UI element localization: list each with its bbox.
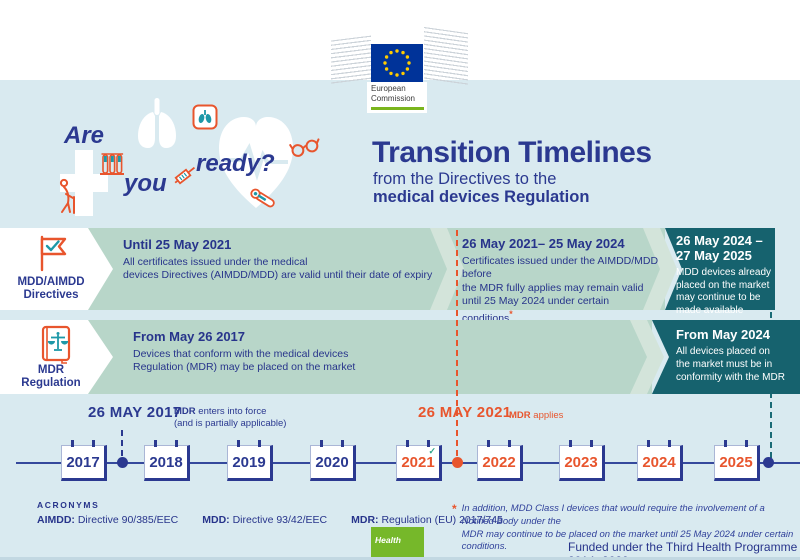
eu-flag-icon <box>371 44 423 82</box>
year-2017: 2017 <box>61 440 107 481</box>
acronyms-title: ACRONYMS <box>37 500 100 510</box>
bottom-strip <box>0 557 800 560</box>
year-2020: 2020 <box>310 440 356 481</box>
ec-logo-green-bar <box>371 107 424 110</box>
medical-cross-icon <box>60 150 108 216</box>
page-title: Transition Timelines <box>372 136 652 169</box>
footnote-marker-inline: * <box>509 308 513 319</box>
year-2019: 2019 <box>227 440 273 481</box>
thermometer-icon <box>246 182 282 221</box>
band1-seg3-body: MDD devices already placed on the market… <box>676 266 772 317</box>
annotation-2017-note: MDR enters into force (and is partially … <box>174 406 287 429</box>
page-subtitle-1: from the Directives to the <box>373 170 557 188</box>
footnote-text: In addition, MDD Class I devices that wo… <box>461 503 794 553</box>
band1-label: MDD/AIMDD Directives <box>17 276 85 302</box>
year-2023: 2023 <box>559 440 605 481</box>
flag-check-icon <box>32 232 72 279</box>
checkmark-icon: ✓ <box>428 446 436 456</box>
timeline-dot-2021 <box>452 457 463 468</box>
acronyms-block: ACRONYMS AIMDD: Directive 90/385/EEC MDD… <box>37 500 503 526</box>
year-2024: 2024 <box>637 440 683 481</box>
annotation-2021-date: 26 MAY 2021 <box>418 404 512 421</box>
band1-seg1-heading: Until 25 May 2021 <box>123 237 232 252</box>
band1-segment-3: 26 May 2024 – 27 May 2025 MDD devices al… <box>676 233 772 318</box>
annotation-2017-date: 26 MAY 2017 <box>88 404 182 421</box>
timeline-dot-2017 <box>117 457 128 468</box>
regulation-book-scales-icon <box>34 323 78 370</box>
band1-seg3-heading: 26 May 2024 – 27 May 2025 <box>676 233 763 263</box>
dashed-line-2021-marker <box>456 230 458 456</box>
footnote-asterisk: * <box>452 502 457 516</box>
acronym-item: AIMDD: Directive 90/385/EEC <box>37 514 179 526</box>
dashed-line-2017-marker <box>121 430 123 456</box>
annotation-2021-note: MDR applies <box>509 410 564 421</box>
hero-word-you: you <box>124 170 167 197</box>
glasses-icon <box>288 134 322 166</box>
band2-seg2-heading: From May 2024 <box>676 327 770 342</box>
syringe-icon <box>170 160 200 195</box>
band1-seg2-body: Certificates issued under the AIMDD/MDD … <box>462 254 659 325</box>
band-mdd-aimdd: MDD/AIMDD Directives Until 25 May 2021 A… <box>0 228 800 324</box>
heart-silhouette-icon <box>216 110 296 217</box>
timeline-dot-2025 <box>763 457 774 468</box>
ec-building-lines-right-icon <box>424 26 468 86</box>
footnote: * In addition, MDD Class I devices that … <box>452 503 797 554</box>
band1-segment-1: Until 25 May 2021 All certificates issue… <box>123 237 458 283</box>
band2-segment-1: From May 26 2017 Devices that conform wi… <box>133 329 433 375</box>
hero-word-are: Are <box>64 122 105 149</box>
test-tubes-icon <box>96 146 128 185</box>
band2-seg2-body: All devices placed on the market must be… <box>676 345 785 383</box>
year-2022: 2022 <box>477 440 523 481</box>
acronym-item: MDR: Regulation (EU) 2017/745 <box>351 514 503 526</box>
lungs-badge-icon <box>192 104 218 135</box>
year-2025: 2025 <box>714 440 760 481</box>
hero-word-ready: ready? <box>196 150 275 177</box>
band2-seg1-body: Devices that conform with the medical de… <box>133 347 356 374</box>
ec-building-lines-left-icon <box>331 35 371 85</box>
band1-segment-2: 26 May 2021– 25 May 2024 Certificates is… <box>462 236 662 326</box>
year-2021: 2021 ✓ <box>396 440 442 481</box>
elderly-person-icon <box>54 178 80 221</box>
page-subtitle-2: medical devices Regulation <box>373 188 590 206</box>
band1-seg2-heading: 26 May 2021– 25 May 2024 <box>462 236 625 251</box>
year-2018: 2018 <box>144 440 190 481</box>
acronyms-list: AIMDD: Directive 90/385/EEC MDD: Directi… <box>37 514 503 526</box>
health-programme-logo: Health <box>371 527 424 560</box>
band-mdr: MDR Regulation From May 26 2017 Devices … <box>0 320 800 394</box>
band2-seg1-heading: From May 26 2017 <box>133 329 246 344</box>
ec-logo-line2: Commission <box>371 94 416 103</box>
lungs-silhouette-icon <box>132 98 182 155</box>
band2-label: MDR Regulation <box>21 364 81 390</box>
band2-segment-2: From May 2024 All devices placed on the … <box>676 327 800 384</box>
band1-seg1-body: All certificates issued under the medica… <box>123 255 433 282</box>
acronym-item: MDD: Directive 93/42/EEC <box>202 514 328 526</box>
ec-logo-line1: European <box>371 84 406 93</box>
ec-logo-label: European Commission <box>367 82 427 113</box>
